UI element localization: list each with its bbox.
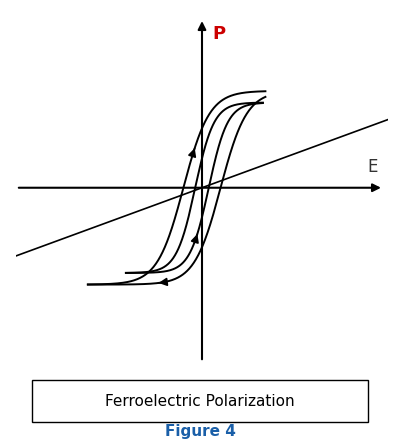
Text: P: P	[212, 25, 225, 43]
Text: E: E	[368, 158, 378, 176]
Text: Figure 4: Figure 4	[164, 424, 236, 439]
Text: Ferroelectric Polarization: Ferroelectric Polarization	[105, 394, 295, 409]
